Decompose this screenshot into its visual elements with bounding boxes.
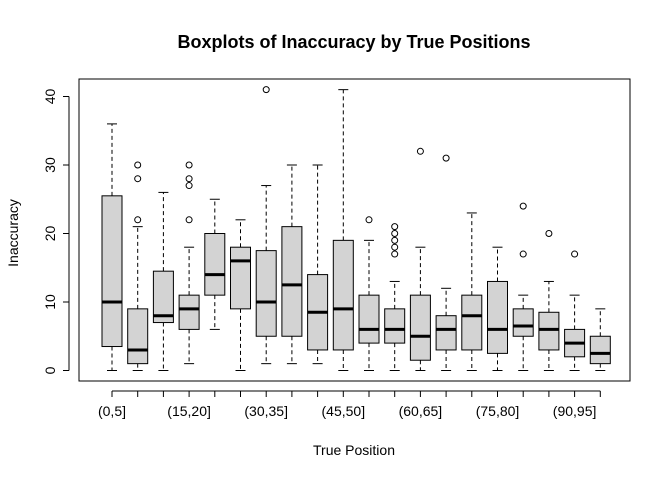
outlier-6-0 [262,86,270,94]
x-tick-label-15: (75,80] [476,403,520,419]
outlier-18-0 [571,250,579,258]
y-tick-label-0: 0 [42,366,58,374]
box-group-14 [461,212,483,371]
box-11 [384,308,406,344]
box-group-2 [152,191,174,371]
box-group-19 [589,308,611,371]
outlier-11-0 [391,250,399,258]
boxes-layer [101,86,611,371]
box-6 [255,250,277,337]
outlier-16-1 [519,202,527,210]
box-19 [589,335,611,365]
box-0 [101,195,123,348]
box-13 [435,315,457,351]
box-group-11 [384,223,406,371]
box-16 [512,308,534,337]
box-14 [461,294,483,351]
outlier-12-0 [416,147,424,155]
box-15 [487,280,508,354]
box-group-18 [564,250,586,371]
box-group-5 [230,219,251,371]
x-tick-label-3: (15,20] [167,403,211,419]
outlier-10-0 [365,216,373,224]
box-group-9 [332,89,354,371]
chart-title: Boxplots of Inaccuracy by True Positions [177,32,530,52]
y-tick-label-2: 20 [42,226,58,242]
outlier-11-3 [391,230,399,237]
y-tick-label-4: 40 [42,89,58,105]
box-3 [178,294,200,330]
x-tick-label-18: (90,95] [553,403,597,419]
y-axis: 0 10 20 30 40 [42,89,70,374]
box-7 [281,226,303,337]
y-axis-title: Inaccuracy [5,199,21,267]
outlier-11-4 [391,223,399,231]
box-group-6 [255,86,277,365]
box-12 [409,294,431,361]
box-2 [152,270,174,324]
box-1 [127,308,149,365]
outlier-3-1 [185,182,193,190]
x-tick-label-12: (60,65] [399,403,443,419]
box-group-15 [487,246,508,371]
y-tick-label-3: 30 [42,157,58,173]
outlier-16-0 [519,250,527,258]
x-tick-label-9: (45,50] [322,403,366,419]
box-17 [538,311,560,351]
y-tick-label-1: 10 [42,294,58,310]
outlier-1-0 [134,216,142,224]
box-group-7 [281,164,303,365]
box-group-10 [358,216,380,371]
box-5 [230,246,251,310]
box-group-0 [101,123,123,371]
box-9 [332,239,354,351]
box-10 [358,294,380,344]
outlier-3-0 [185,216,193,224]
outlier-11-1 [391,243,399,251]
box-group-12 [409,147,431,371]
plot-frame [78,78,631,382]
x-tick-label-6: (30,35] [244,403,288,419]
box-group-17 [538,230,560,371]
box-group-13 [435,154,457,371]
outlier-1-1 [134,175,142,183]
box-group-1 [127,161,149,371]
outlier-1-2 [134,161,142,169]
outlier-3-3 [185,161,193,169]
x-tick-label-0: (0,5] [98,403,126,419]
box-group-8 [307,164,329,365]
box-group-16 [512,202,534,371]
box-group-4 [204,198,226,330]
x-axis-title: True Position [313,442,395,458]
outlier-3-2 [185,175,193,183]
outlier-17-0 [545,230,553,237]
box-group-3 [178,161,200,365]
outlier-13-0 [442,154,450,162]
outlier-11-2 [391,236,399,244]
box-4 [204,233,226,296]
x-axis: (0,5] (15,20] (30,35] (45,50] (60,65] (75,80]… [98,390,601,419]
